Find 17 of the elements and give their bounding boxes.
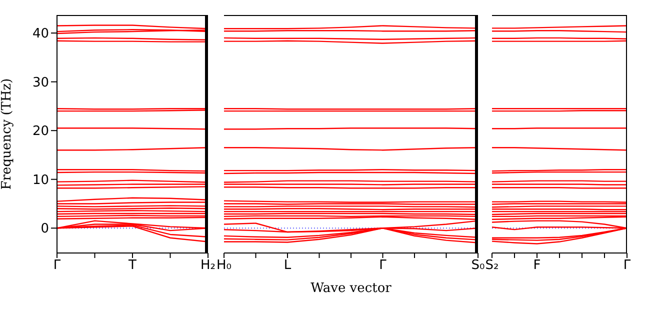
y-tick-label: 30: [32, 75, 49, 90]
y-tick-label: 20: [32, 124, 49, 140]
x-axis-title: Wave vector: [310, 281, 392, 296]
x-tick-label: T: [128, 258, 137, 274]
y-axis-title: Frequency (THz): [0, 78, 15, 190]
x-tick-label: Γ: [379, 258, 388, 274]
x-tick-label: S₂: [485, 258, 499, 274]
x-tick-label: L: [284, 258, 292, 274]
x-tick-label: Γ: [623, 258, 632, 274]
x-tick-label: F: [533, 258, 541, 274]
x-tick-label: S₀: [471, 258, 485, 274]
y-tick-label: 40: [32, 26, 49, 42]
x-tick-label: H₂: [200, 258, 216, 274]
y-tick-label: 10: [32, 172, 49, 188]
x-tick-label: Γ: [53, 258, 62, 274]
x-tick-label: H₀: [216, 258, 232, 274]
y-tick-label: 0: [40, 222, 49, 237]
